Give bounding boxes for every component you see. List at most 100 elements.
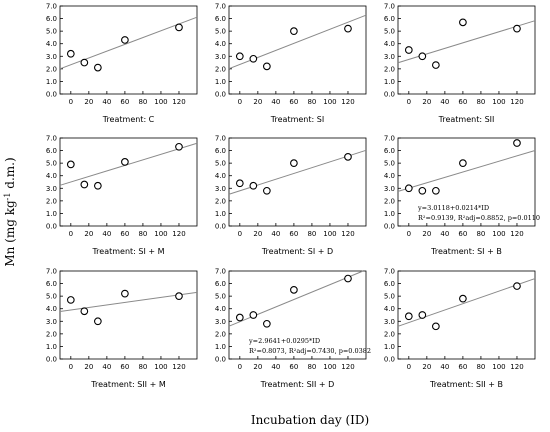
regression-stats: R²=0.8073, R²adj=0.7430, p=0.0382 — [249, 347, 371, 355]
data-point — [94, 63, 102, 72]
data-point — [404, 46, 413, 54]
y-tick-label: 7.0 — [46, 135, 57, 143]
data-point — [418, 52, 427, 61]
regression-equation: y=2.9641+0.0295*ID — [248, 337, 320, 345]
y-tick-label: 1.0 — [46, 343, 57, 351]
data-point — [80, 58, 89, 67]
y-tick-label: 2.0 — [384, 65, 395, 73]
y-tick-label: 6.0 — [384, 280, 395, 288]
y-tick-label: 7.0 — [384, 135, 395, 143]
y-tick-label: 2.0 — [384, 197, 395, 205]
x-tick-label: 0 — [407, 98, 411, 106]
x-tick-label: 120 — [510, 230, 523, 238]
x-tick-label: 80 — [476, 230, 485, 238]
x-tick-label: 100 — [323, 98, 336, 106]
y-tick-label: 2.0 — [215, 197, 226, 205]
y-tick-label: 0.0 — [384, 356, 395, 364]
y-tick-label: 1.0 — [215, 210, 226, 218]
panel-title: Treatment: SII + M — [90, 380, 166, 389]
y-tick-label: 7.0 — [215, 268, 226, 276]
x-tick-label: 20 — [253, 230, 262, 238]
data-point — [263, 186, 271, 195]
plot-frame — [59, 5, 198, 95]
x-tick-label: 100 — [492, 363, 505, 371]
y-tick-label: 0.0 — [46, 356, 57, 364]
x-tick-label: 120 — [341, 230, 354, 238]
x-tick-label: 60 — [458, 363, 467, 371]
y-tick-label: 4.0 — [384, 305, 395, 313]
data-point — [66, 49, 75, 58]
y-tick-label: 5.0 — [384, 28, 395, 36]
y-tick-label: 0.0 — [215, 91, 226, 99]
y-axis-label: Mn (mg kg-1 d.m.) — [3, 157, 18, 266]
x-tick-label: 100 — [154, 230, 167, 238]
panel-2: 0.0 1.0 2.0 3.0 4.0 5.0 6.0 7.0 0 20 40 60 80 100 120 T… — [215, 3, 367, 124]
plot-frame — [397, 137, 536, 227]
x-tick-label: 60 — [458, 98, 467, 106]
panel-title: Treatment: C — [102, 115, 155, 124]
x-tick-label: 40 — [440, 98, 449, 106]
y-tick-label: 0.0 — [215, 356, 226, 364]
x-tick-label: 0 — [238, 230, 242, 238]
data-point — [235, 313, 244, 322]
x-tick-label: 80 — [476, 98, 485, 106]
y-tick-label: 2.0 — [46, 330, 57, 338]
x-tick-label: 40 — [271, 363, 280, 371]
y-tick-label: 2.0 — [384, 330, 395, 338]
y-tick-label: 4.0 — [46, 40, 57, 48]
y-tick-label: 1.0 — [46, 210, 57, 218]
plot-frame — [59, 137, 198, 227]
x-tick-label: 80 — [476, 363, 485, 371]
x-tick-label: 60 — [120, 363, 129, 371]
panel-title: Treatment: SII + D — [260, 380, 335, 389]
x-tick-label: 20 — [84, 98, 93, 106]
y-tick-label: 6.0 — [384, 147, 395, 155]
data-point — [344, 153, 352, 161]
plot-frame — [228, 270, 367, 360]
regression-stats: R²=0.9139, R²adj=0.8852, p=0.0110 — [418, 214, 540, 222]
x-tick-label: 120 — [341, 98, 354, 106]
data-point — [263, 62, 271, 71]
x-tick-label: 120 — [172, 363, 185, 371]
x-tick-label: 100 — [154, 363, 167, 371]
x-tick-label: 120 — [172, 98, 185, 106]
x-tick-label: 60 — [458, 230, 467, 238]
x-tick-label: 80 — [307, 230, 316, 238]
y-tick-label: 2.0 — [215, 65, 226, 73]
x-tick-label: 60 — [289, 230, 298, 238]
data-point — [418, 186, 427, 195]
x-tick-label: 100 — [154, 98, 167, 106]
x-tick-label: 20 — [422, 230, 431, 238]
data-point — [513, 24, 521, 33]
y-tick-label: 7.0 — [215, 3, 226, 11]
panel-4: 0.0 1.0 2.0 3.0 4.0 5.0 6.0 7.0 0 20 40 60 80 100 120 T… — [46, 135, 198, 256]
y-tick-label: 3.0 — [215, 53, 226, 61]
x-tick-label: 0 — [407, 230, 411, 238]
x-tick-label: 20 — [253, 98, 262, 106]
panel-8: 0.0 1.0 2.0 3.0 4.0 5.0 6.0 7.0 0 20 40 60 80 100 120 T… — [215, 268, 371, 390]
x-tick-label: 80 — [138, 230, 147, 238]
panel-7: 0.0 1.0 2.0 3.0 4.0 5.0 6.0 7.0 0 20 40 60 80 100 120 T… — [46, 268, 198, 389]
data-point — [80, 180, 89, 189]
data-point — [175, 23, 183, 32]
y-tick-label: 3.0 — [384, 53, 395, 61]
data-point — [459, 18, 467, 27]
data-point — [404, 312, 413, 321]
y-tick-label: 5.0 — [215, 293, 226, 301]
data-point — [175, 142, 183, 151]
y-tick-label: 0.0 — [215, 223, 226, 231]
x-tick-label: 0 — [238, 363, 242, 371]
y-tick-label: 5.0 — [384, 160, 395, 168]
y-tick-label: 6.0 — [215, 147, 226, 155]
x-tick-label: 120 — [172, 230, 185, 238]
x-tick-label: 80 — [307, 98, 316, 106]
panel-title: Treatment: SI + M — [91, 247, 164, 256]
x-tick-label: 80 — [138, 98, 147, 106]
panel-1: 0.0 1.0 2.0 3.0 4.0 5.0 6.0 7.0 0 20 40 60 80 100 120 T… — [46, 3, 198, 124]
y-tick-label: 3.0 — [46, 53, 57, 61]
y-tick-label: 3.0 — [215, 318, 226, 326]
x-tick-label: 100 — [323, 230, 336, 238]
y-tick-label: 4.0 — [384, 172, 395, 180]
x-tick-label: 40 — [102, 98, 111, 106]
data-point — [94, 317, 102, 326]
